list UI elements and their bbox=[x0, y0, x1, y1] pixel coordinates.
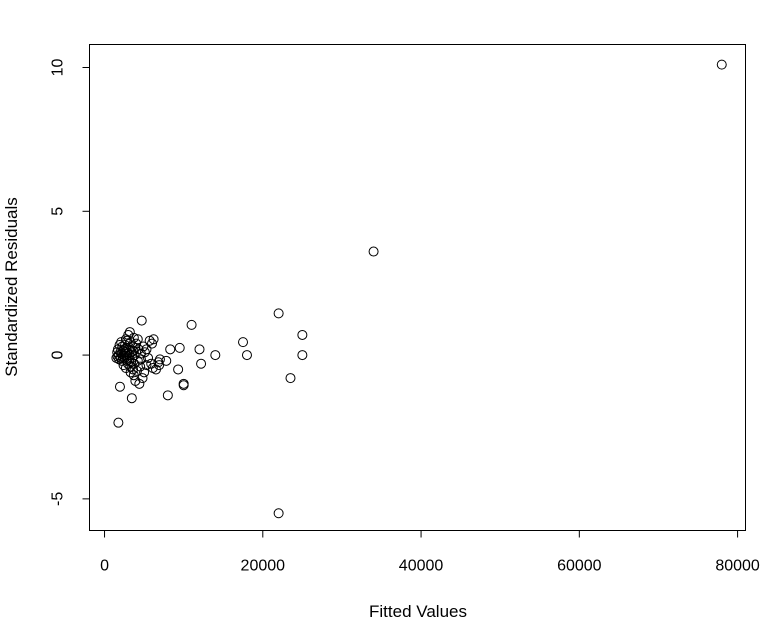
x-tick-label: 40000 bbox=[399, 558, 444, 575]
data-point bbox=[147, 363, 158, 374]
data-point bbox=[128, 370, 139, 381]
data-point bbox=[114, 340, 125, 351]
data-point bbox=[114, 381, 125, 392]
data-points bbox=[111, 59, 727, 519]
data-point bbox=[273, 508, 284, 519]
data-point bbox=[141, 360, 152, 371]
y-tick-label: 0 bbox=[50, 351, 67, 360]
x-axis: 0 20000 40000 60000 80000 bbox=[100, 530, 760, 575]
data-point bbox=[120, 334, 131, 345]
data-point bbox=[114, 354, 125, 365]
y-tick-label: 5 bbox=[50, 207, 67, 216]
data-point bbox=[241, 350, 252, 361]
data-point bbox=[128, 364, 139, 375]
data-point bbox=[154, 360, 165, 371]
data-point bbox=[297, 350, 308, 361]
data-point bbox=[130, 342, 141, 353]
data-point bbox=[136, 315, 147, 326]
data-point bbox=[238, 337, 249, 348]
data-point bbox=[210, 350, 221, 361]
data-point bbox=[154, 354, 165, 365]
data-point bbox=[186, 319, 197, 330]
data-point bbox=[368, 246, 379, 257]
data-point bbox=[135, 354, 146, 365]
data-point bbox=[147, 338, 158, 349]
x-axis-label: Fitted Values bbox=[369, 602, 467, 621]
data-point bbox=[125, 367, 136, 378]
data-point bbox=[194, 344, 205, 355]
data-point bbox=[131, 338, 142, 349]
data-point bbox=[138, 341, 149, 352]
data-point bbox=[113, 417, 124, 428]
data-point bbox=[297, 329, 308, 340]
y-tick-label: 10 bbox=[50, 59, 67, 77]
data-point bbox=[162, 390, 173, 401]
data-point bbox=[116, 337, 127, 348]
data-point bbox=[130, 375, 141, 386]
data-point bbox=[125, 361, 136, 372]
data-point bbox=[161, 355, 172, 366]
y-tick-label: -5 bbox=[50, 492, 67, 506]
data-point bbox=[146, 358, 157, 369]
data-point bbox=[165, 344, 176, 355]
data-point bbox=[144, 335, 155, 346]
data-point bbox=[273, 308, 284, 319]
x-tick-label: 60000 bbox=[557, 558, 602, 575]
data-point bbox=[112, 347, 123, 358]
data-point bbox=[285, 373, 296, 384]
data-point bbox=[716, 59, 727, 70]
x-tick-label: 80000 bbox=[715, 558, 760, 575]
data-point bbox=[141, 344, 152, 355]
data-point bbox=[196, 358, 207, 369]
data-point bbox=[137, 373, 148, 384]
x-tick-label: 20000 bbox=[241, 558, 286, 575]
data-point bbox=[148, 334, 159, 345]
data-point bbox=[112, 351, 123, 362]
data-point bbox=[174, 342, 185, 353]
data-point bbox=[173, 364, 184, 375]
data-point bbox=[113, 350, 124, 361]
x-tick-label: 0 bbox=[100, 558, 109, 575]
data-point bbox=[178, 380, 189, 391]
data-point bbox=[111, 352, 122, 363]
y-axis-label: Standardized Residuals bbox=[2, 197, 21, 377]
plot-frame bbox=[89, 44, 746, 531]
data-point bbox=[126, 393, 137, 404]
y-axis: -5 0 5 10 bbox=[50, 59, 90, 506]
